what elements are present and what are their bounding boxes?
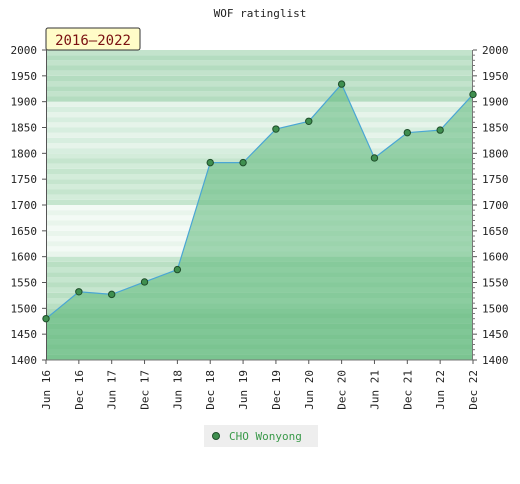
- series-line: [45, 83, 474, 320]
- background-band: [46, 86, 473, 92]
- y-tick-label-right: 1600: [482, 251, 509, 264]
- background-band: [46, 127, 473, 133]
- background-band: [46, 101, 473, 107]
- y-tick-label: 1950: [11, 70, 38, 83]
- y-tick-label: 1800: [11, 147, 38, 160]
- x-tick-label: Jun 20: [303, 370, 316, 410]
- x-tick-label: Jun 16: [40, 370, 53, 410]
- x-tick-label: Dec 19: [270, 370, 283, 410]
- series-area: [46, 84, 473, 360]
- data-point: [239, 158, 247, 167]
- y-tick-label: 1900: [11, 96, 38, 109]
- x-tick-label: Jun 19: [237, 370, 250, 410]
- background-band: [46, 55, 473, 61]
- background-band: [46, 122, 473, 128]
- y-tick-label: 1500: [11, 302, 38, 315]
- y-tick-label-right: 1800: [482, 147, 509, 160]
- x-tick-label: Jun 17: [106, 370, 119, 410]
- background-band: [46, 60, 473, 66]
- y-tick-label: 1550: [11, 277, 38, 290]
- y-tick-label: 1650: [11, 225, 38, 238]
- chart-title: WOF ratinglist: [214, 7, 307, 20]
- period-badge: 2016–2022: [45, 27, 141, 51]
- x-tick-label: Jun 22: [434, 370, 447, 410]
- x-tick-label: Dec 21: [401, 370, 414, 410]
- data-point: [436, 126, 444, 134]
- data-point: [337, 80, 346, 88]
- x-tick-label: Dec 17: [139, 370, 152, 410]
- legend-marker: [212, 432, 220, 440]
- data-point: [140, 278, 149, 286]
- background-band: [46, 117, 473, 123]
- y-tick-label: 1700: [11, 199, 38, 212]
- legend: CHO Wonyong: [204, 425, 318, 447]
- x-tick-label: Dec 18: [204, 370, 217, 410]
- points-layer: [42, 80, 477, 323]
- period-label: 2016–2022: [55, 33, 131, 49]
- y-tick-label-right: 1500: [482, 302, 509, 315]
- data-point: [206, 158, 214, 167]
- data-point: [107, 290, 116, 299]
- y-tick-label: 1850: [11, 122, 38, 135]
- y-tick-label-right: 1400: [482, 354, 509, 367]
- y-tick-label-right: 1450: [482, 328, 509, 341]
- data-point: [370, 154, 379, 162]
- x-tick-label: Dec 16: [73, 370, 86, 410]
- area-layer: [45, 83, 474, 360]
- data-point: [469, 90, 477, 99]
- y-tick-label: 2000: [11, 44, 38, 57]
- background-band: [46, 96, 473, 102]
- background-band: [46, 50, 473, 56]
- data-point: [75, 288, 83, 296]
- x-tick-label: Dec 20: [336, 370, 349, 410]
- y-tick-label-right: 1950: [482, 70, 509, 83]
- background-band: [46, 106, 473, 112]
- background-band: [46, 81, 473, 87]
- legend-series-name: CHO Wonyong: [229, 430, 302, 443]
- background-band: [46, 65, 473, 71]
- background-band: [46, 137, 473, 143]
- background-band: [46, 91, 473, 97]
- data-point: [42, 314, 50, 323]
- x-tick-label: Jun 21: [368, 370, 381, 410]
- y-tick-label: 1750: [11, 173, 38, 186]
- y-tick-label: 1450: [11, 328, 38, 341]
- data-point: [173, 265, 182, 274]
- y-tick-label-right: 2000: [482, 44, 509, 57]
- y-tick-label-right: 1550: [482, 277, 509, 290]
- background-band: [46, 112, 473, 118]
- y-tick-label: 1600: [11, 251, 38, 264]
- y-tick-label-right: 1750: [482, 173, 509, 186]
- y-tick-label: 1400: [11, 354, 38, 367]
- background-band: [46, 70, 473, 76]
- data-point: [305, 117, 313, 126]
- y-tick-label-right: 1900: [482, 96, 509, 109]
- x-tick-label: Jun 18: [171, 370, 184, 410]
- data-point: [272, 125, 280, 133]
- axis-layer: 1400 1400 1450 1450 1500 1500 1550 1550 1600 1600…: [11, 44, 509, 410]
- data-point: [403, 128, 412, 137]
- background-band: [46, 132, 473, 138]
- legend-box: [204, 425, 318, 447]
- x-tick-label: Dec 22: [467, 370, 480, 410]
- background-band: [46, 75, 473, 81]
- y-tick-label-right: 1850: [482, 122, 509, 135]
- y-tick-label-right: 1700: [482, 199, 509, 212]
- y-tick-label-right: 1650: [482, 225, 509, 238]
